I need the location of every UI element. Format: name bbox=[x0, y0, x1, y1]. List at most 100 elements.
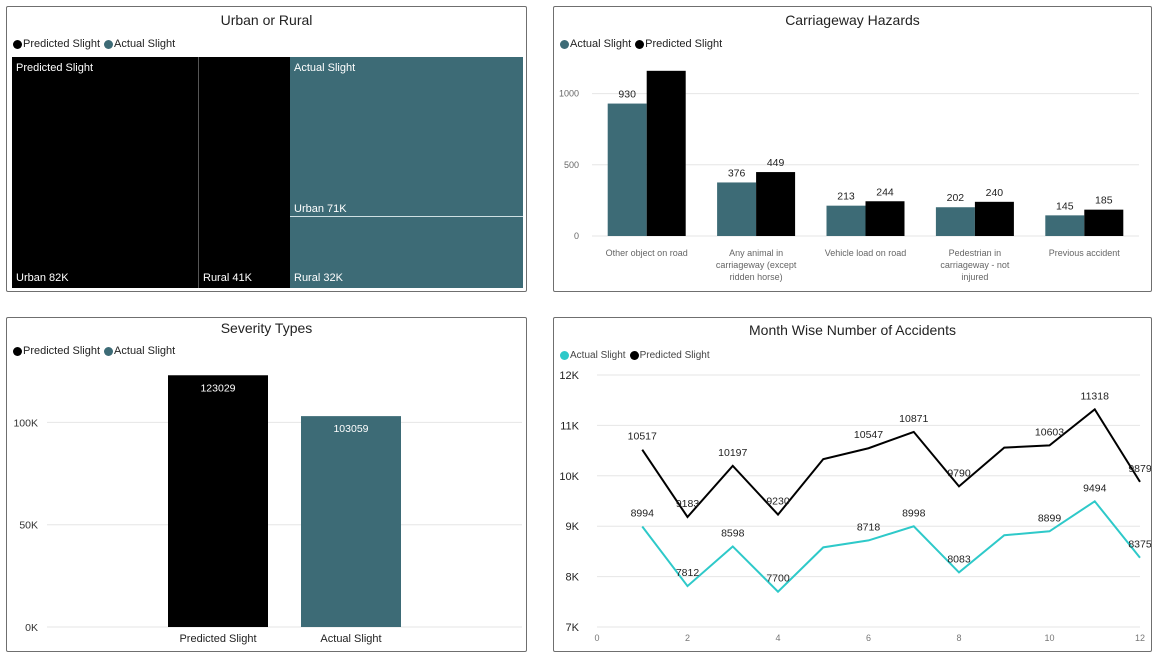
data-label: 7700 bbox=[766, 573, 790, 585]
legend-label: Actual Slight bbox=[114, 38, 176, 50]
legend-item-predicted-slight[interactable]: Predicted Slight bbox=[13, 345, 100, 357]
y-tick-label: 1000 bbox=[559, 89, 579, 99]
x-tick-label: Predicted Slight bbox=[179, 633, 256, 645]
treemap-label-actual-rural: Rural 32K bbox=[294, 272, 343, 284]
data-label: 244 bbox=[876, 186, 894, 198]
x-tick-label: ridden horse) bbox=[730, 272, 783, 282]
data-label: 10603 bbox=[1035, 426, 1064, 438]
treemap-label-actual-urban: Urban 71K bbox=[294, 203, 347, 215]
legend-item-actual-slight[interactable]: Actual Slight bbox=[104, 38, 175, 50]
treemap-predicted-rural[interactable]: Rural 41K bbox=[198, 57, 290, 288]
predicted-dot-icon bbox=[13, 346, 22, 356]
y-tick-label: 11K bbox=[560, 420, 579, 432]
x-tick-label: 4 bbox=[775, 633, 780, 643]
bar-predicted bbox=[646, 70, 686, 236]
carriageway-chart: 0 500 1000 930 Other object on road 376 449 Any… bbox=[559, 70, 1139, 282]
monthly-chart: 7K 8K 9K 10K 11K 12K 0 2 4 6 8 10 12 8994 7812 8598 7700… bbox=[559, 370, 1151, 643]
data-label: 9790 bbox=[947, 467, 971, 479]
legend-label: Actual Slight bbox=[570, 38, 632, 50]
monthly-title: Month Wise Number of Accidents bbox=[749, 322, 956, 338]
x-tick-label: Previous accident bbox=[1049, 248, 1121, 258]
data-label: 8375 bbox=[1128, 539, 1151, 551]
bar-predicted bbox=[974, 201, 1014, 236]
bar-predicted bbox=[168, 375, 268, 627]
x-tick-label: 12 bbox=[1135, 633, 1145, 643]
predicted-dot-icon bbox=[635, 39, 645, 49]
bar-predicted bbox=[1084, 209, 1124, 236]
x-tick-label: Vehicle load on road bbox=[825, 248, 907, 258]
data-label: 10547 bbox=[854, 429, 883, 441]
data-label: 8899 bbox=[1038, 512, 1062, 524]
legend-label: Predicted Slight bbox=[23, 38, 101, 50]
urban-rural-title: Urban or Rural bbox=[220, 12, 313, 28]
x-tick-label: Actual Slight bbox=[320, 633, 381, 645]
data-label: 10197 bbox=[718, 447, 747, 459]
data-label: 9230 bbox=[766, 496, 790, 508]
data-label: 202 bbox=[947, 192, 965, 204]
legend-item-actual-slight[interactable]: Actual Slight bbox=[104, 345, 175, 357]
monthly-panel: Month Wise Number of Accidents Actual Sl… bbox=[553, 317, 1152, 652]
y-tick-label: 12K bbox=[559, 370, 579, 382]
data-label: 10871 bbox=[899, 413, 928, 425]
legend-label: Predicted Slight bbox=[639, 350, 710, 361]
actual-dot-icon bbox=[560, 39, 569, 49]
severity-title: Severity Types bbox=[220, 320, 313, 336]
data-label: 9494 bbox=[1083, 482, 1107, 494]
treemap-actual-rural[interactable]: Rural 32K bbox=[290, 216, 523, 288]
data-label: 9879 bbox=[1128, 463, 1151, 475]
legend-item-predicted-slight[interactable]: Predicted Slight bbox=[629, 350, 710, 361]
data-label: 11318 bbox=[1081, 390, 1110, 402]
bar-actual bbox=[935, 207, 975, 236]
legend-item-actual-slight[interactable]: Actual Slight bbox=[560, 38, 631, 50]
x-tick-label: injured bbox=[961, 272, 988, 282]
actual-dot-icon bbox=[104, 346, 114, 356]
y-tick-label: 9K bbox=[566, 521, 580, 533]
treemap-predicted-urban[interactable]: Predicted Slight Urban 82K bbox=[12, 57, 198, 288]
bar-actual bbox=[717, 182, 757, 236]
severity-panel: Severity Types Predicted Slight Actual S… bbox=[6, 317, 527, 652]
data-label: 240 bbox=[986, 187, 1004, 199]
y-tick-label: 8K bbox=[566, 572, 580, 584]
legend-item-actual-slight[interactable]: Actual Slight bbox=[560, 350, 626, 361]
x-tick-label: 8 bbox=[956, 633, 961, 643]
data-label: 8718 bbox=[857, 521, 881, 533]
x-tick-label: 0 bbox=[594, 633, 599, 643]
actual-dot-icon bbox=[104, 39, 114, 49]
x-tick-label: Any animal in bbox=[729, 248, 783, 258]
data-label: 376 bbox=[728, 167, 746, 179]
y-tick-label: 50K bbox=[19, 520, 38, 532]
monthly-legend: Actual Slight Predicted Slight bbox=[560, 350, 710, 361]
data-label: 9183 bbox=[676, 498, 700, 510]
bar-predicted bbox=[756, 172, 796, 236]
series-line-actual bbox=[641, 499, 1141, 594]
data-label: 8994 bbox=[631, 508, 655, 520]
y-tick-label: 100K bbox=[13, 417, 38, 429]
bar-predicted bbox=[865, 201, 905, 236]
severity-chart: 0K 50K 100K 123029 Predicted Slight 103059 Act… bbox=[13, 375, 522, 645]
data-label: 930 bbox=[618, 89, 636, 101]
urban-rural-legend: Predicted Slight Actual Slight bbox=[13, 38, 175, 50]
legend-label: Predicted Slight bbox=[23, 345, 101, 357]
x-tick-label: carriageway (except bbox=[716, 260, 797, 270]
x-tick-label: 6 bbox=[866, 633, 871, 643]
y-tick-label: 0K bbox=[25, 622, 38, 634]
x-tick-label: 2 bbox=[685, 633, 690, 643]
data-label: 145 bbox=[1056, 200, 1074, 212]
data-label: 449 bbox=[767, 157, 785, 169]
bar-actual bbox=[826, 205, 866, 236]
treemap-actual-urban[interactable]: Actual Slight Urban 71K bbox=[290, 57, 523, 216]
legend-item-predicted-slight[interactable]: Predicted Slight bbox=[13, 38, 100, 50]
bar-actual bbox=[607, 103, 647, 237]
legend-label: Actual Slight bbox=[570, 350, 626, 361]
legend-label: Actual Slight bbox=[114, 345, 176, 357]
severity-legend: Predicted Slight Actual Slight bbox=[13, 345, 175, 357]
x-tick-label: carriageway - not bbox=[940, 260, 1010, 270]
treemap-group-label-predicted: Predicted Slight bbox=[16, 62, 94, 74]
data-label: 10517 bbox=[628, 431, 657, 443]
legend-item-predicted-slight[interactable]: Predicted Slight bbox=[635, 38, 722, 50]
data-label: 213 bbox=[837, 191, 855, 203]
carriageway-legend: Actual Slight Predicted Slight bbox=[560, 38, 722, 50]
y-tick-label: 10K bbox=[559, 471, 579, 483]
treemap-label-predicted-urban: Urban 82K bbox=[16, 272, 69, 284]
actual-dot-icon bbox=[560, 350, 569, 360]
